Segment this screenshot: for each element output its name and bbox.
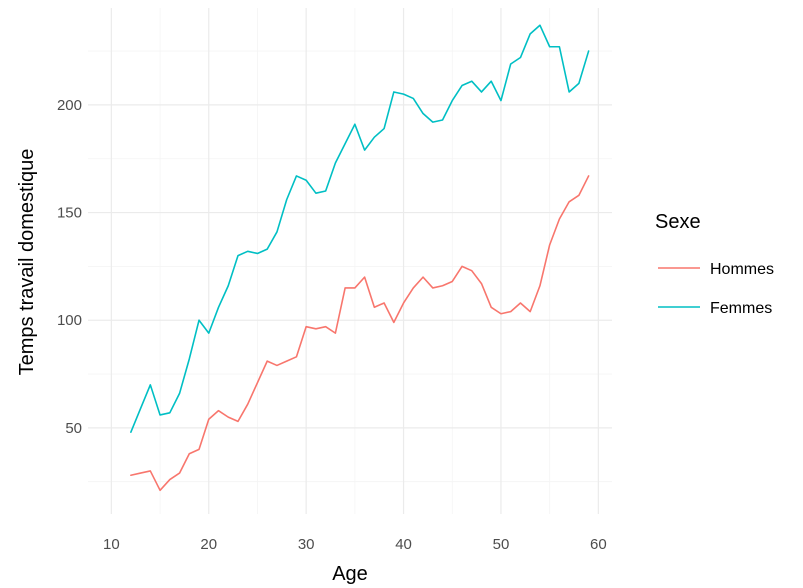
y-tick-label: 200 — [57, 97, 82, 114]
y-tick-label: 150 — [57, 205, 82, 222]
y-axis-ticks: 50 100 150 200 — [57, 97, 82, 437]
legend-label-femmes: Femmes — [710, 300, 772, 317]
y-tick-label: 50 — [65, 420, 82, 437]
legend: Sexe Hommes Femmes — [655, 211, 774, 317]
y-axis-title: Temps travail domestique — [16, 149, 38, 376]
x-axis-ticks: 10 20 30 40 50 60 — [103, 536, 607, 553]
x-axis-title: Age — [332, 563, 368, 585]
y-tick-label: 100 — [57, 312, 82, 329]
x-tick-label: 10 — [103, 536, 120, 553]
legend-label-hommes: Hommes — [710, 261, 774, 278]
series-line-femmes — [130, 24, 590, 433]
x-tick-label: 30 — [298, 536, 315, 553]
x-tick-label: 60 — [590, 536, 607, 553]
series-lines — [130, 24, 590, 492]
x-tick-label: 20 — [200, 536, 217, 553]
x-tick-label: 40 — [395, 536, 412, 553]
x-tick-label: 50 — [493, 536, 510, 553]
legend-title: Sexe — [655, 211, 701, 233]
major-gridlines — [88, 8, 612, 514]
minor-gridlines — [88, 8, 612, 514]
series-line-hommes — [130, 175, 590, 492]
